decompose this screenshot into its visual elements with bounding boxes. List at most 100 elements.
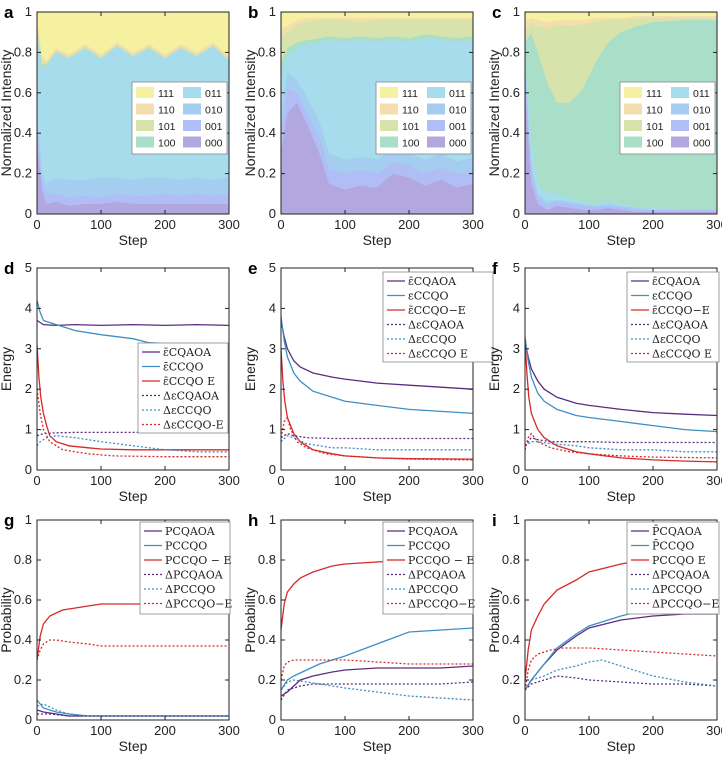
y-tick-label: 0.8: [502, 552, 520, 567]
legend-swatch-000: [671, 136, 689, 148]
legend-label-011: 011: [693, 88, 710, 100]
y-tick-label: 1: [25, 512, 32, 527]
legend-label-1: PCCQO: [408, 540, 450, 553]
x-tick-label: 100: [578, 473, 600, 488]
y-tick-label: 0.8: [14, 552, 32, 567]
y-tick-label: 2: [25, 381, 32, 396]
legend-swatch-100: [624, 136, 642, 148]
legend-label-100: 100: [158, 138, 176, 150]
y-tick-label: 0.2: [258, 672, 276, 687]
panel-label: e: [248, 259, 257, 278]
legend-label-000: 000: [449, 138, 467, 150]
legend-label-5: ΔεCCQO E: [408, 348, 468, 361]
x-tick-label: 0: [33, 723, 40, 738]
legend-swatch-111: [136, 87, 154, 98]
legend-box: [137, 342, 229, 434]
y-tick-label: 0: [25, 712, 32, 727]
y-tick-label: 5: [25, 260, 32, 275]
x-tick-label: 300: [218, 217, 240, 232]
x-tick-label: 200: [154, 217, 176, 232]
legend-swatch-001: [671, 120, 689, 131]
panel-h: 0 100 200 300 0 0.2 0.4 0.6 0.8 1 Step Probability h…: [242, 511, 484, 754]
y-tick-label: 0.6: [258, 592, 276, 607]
legend-box: [139, 521, 231, 615]
area-b-001: [281, 88, 473, 214]
x-axis-label: Step: [119, 488, 148, 504]
legend-label-000: 000: [205, 138, 223, 150]
x-tick-label: 200: [398, 217, 420, 232]
x-tick-label: 300: [218, 723, 240, 738]
x-tick-label: 200: [642, 473, 664, 488]
x-tick-label: 200: [642, 217, 664, 232]
y-tick-label: 0.6: [258, 85, 276, 100]
axes-frame-b: [280, 11, 474, 215]
y-tick-label: 1: [25, 422, 32, 437]
line-h-4: [281, 679, 473, 701]
legend-label-1: PCCQO: [165, 540, 207, 553]
panel-label: b: [248, 3, 258, 22]
legend-label-010: 010: [205, 105, 223, 117]
panel-i: 0 100 200 300 0 0.2 0.4 0.6 0.8 1 Step Probability i…: [486, 511, 722, 754]
y-tick-label: 0.8: [258, 552, 276, 567]
x-axis-label: Step: [119, 738, 148, 754]
y-tick-label: 2: [269, 381, 276, 396]
y-tick-label: 0: [513, 712, 520, 727]
y-tick-label: 0: [269, 206, 276, 221]
legend-label-4: ΔPCCQO: [652, 583, 702, 596]
legend-label-3: ΔPCQAOA: [652, 569, 711, 582]
legend-swatch-110: [136, 103, 154, 115]
legend-label-3: ΔPCQAOA: [165, 569, 224, 582]
legend-swatch-100: [380, 136, 398, 148]
panel-g: 0 100 200 300 0 0.2 0.4 0.6 0.8 1 Step Probability g…: [0, 511, 240, 754]
area-c-011: [525, 52, 717, 214]
y-tick-label: 0.4: [14, 125, 32, 140]
y-axis-label: Normalized Intensity: [242, 50, 258, 177]
x-tick-label: 0: [521, 217, 528, 232]
y-tick-label: 0.2: [14, 672, 32, 687]
line-f-1: [525, 336, 717, 433]
line-i-4: [525, 659, 717, 691]
line-d-1: [37, 300, 229, 345]
y-tick-label: 0.8: [502, 44, 520, 59]
legend-swatch-101: [136, 120, 154, 131]
legend-label-2: PCCQO E: [652, 554, 706, 567]
y-tick-label: 4: [269, 300, 276, 315]
x-tick-label: 200: [154, 723, 176, 738]
x-tick-label: 300: [706, 217, 722, 232]
y-tick-label: 0.2: [502, 166, 520, 181]
y-axis-label: Normalized Intensity: [0, 50, 14, 177]
legend-swatch-010: [183, 103, 201, 115]
x-tick-label: 200: [154, 473, 176, 488]
legend-label-110: 110: [402, 105, 419, 117]
legend-label-010: 010: [693, 105, 711, 117]
legend-swatch-001: [183, 120, 201, 131]
legend-label-100: 100: [646, 138, 664, 150]
y-tick-label: 0.8: [258, 44, 276, 59]
legend-label-4: ΔPCCQO: [165, 583, 215, 596]
line-d-5: [37, 389, 229, 458]
x-tick-label: 0: [33, 217, 40, 232]
legend-label-4: ΔPCCQO: [408, 583, 458, 596]
legend-label-5: ΔεCCQO-E: [163, 419, 224, 432]
legend-swatch-000: [183, 136, 201, 148]
legend-label-111: 111: [402, 88, 418, 100]
legend-swatch-011: [671, 87, 689, 98]
x-tick-label: 200: [642, 723, 664, 738]
legend-swatch-101: [624, 120, 642, 131]
axes-frame-i: [524, 519, 718, 721]
x-tick-label: 300: [706, 473, 722, 488]
x-tick-label: 100: [90, 217, 112, 232]
y-tick-label: 0: [513, 206, 520, 221]
line-i-3: [525, 675, 717, 691]
legend-label-111: 111: [158, 88, 174, 100]
legend-swatch-011: [183, 87, 201, 98]
y-tick-label: 0.2: [502, 672, 520, 687]
legend-label-3: ΔεCQAOA: [163, 390, 220, 403]
y-tick-label: 0.4: [14, 632, 32, 647]
legend-label-4: ΔεCCQO: [652, 333, 701, 346]
y-tick-label: 0.4: [258, 125, 276, 140]
